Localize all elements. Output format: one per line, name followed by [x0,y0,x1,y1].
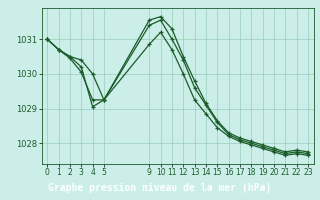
Text: Graphe pression niveau de la mer (hPa): Graphe pression niveau de la mer (hPa) [48,183,272,193]
